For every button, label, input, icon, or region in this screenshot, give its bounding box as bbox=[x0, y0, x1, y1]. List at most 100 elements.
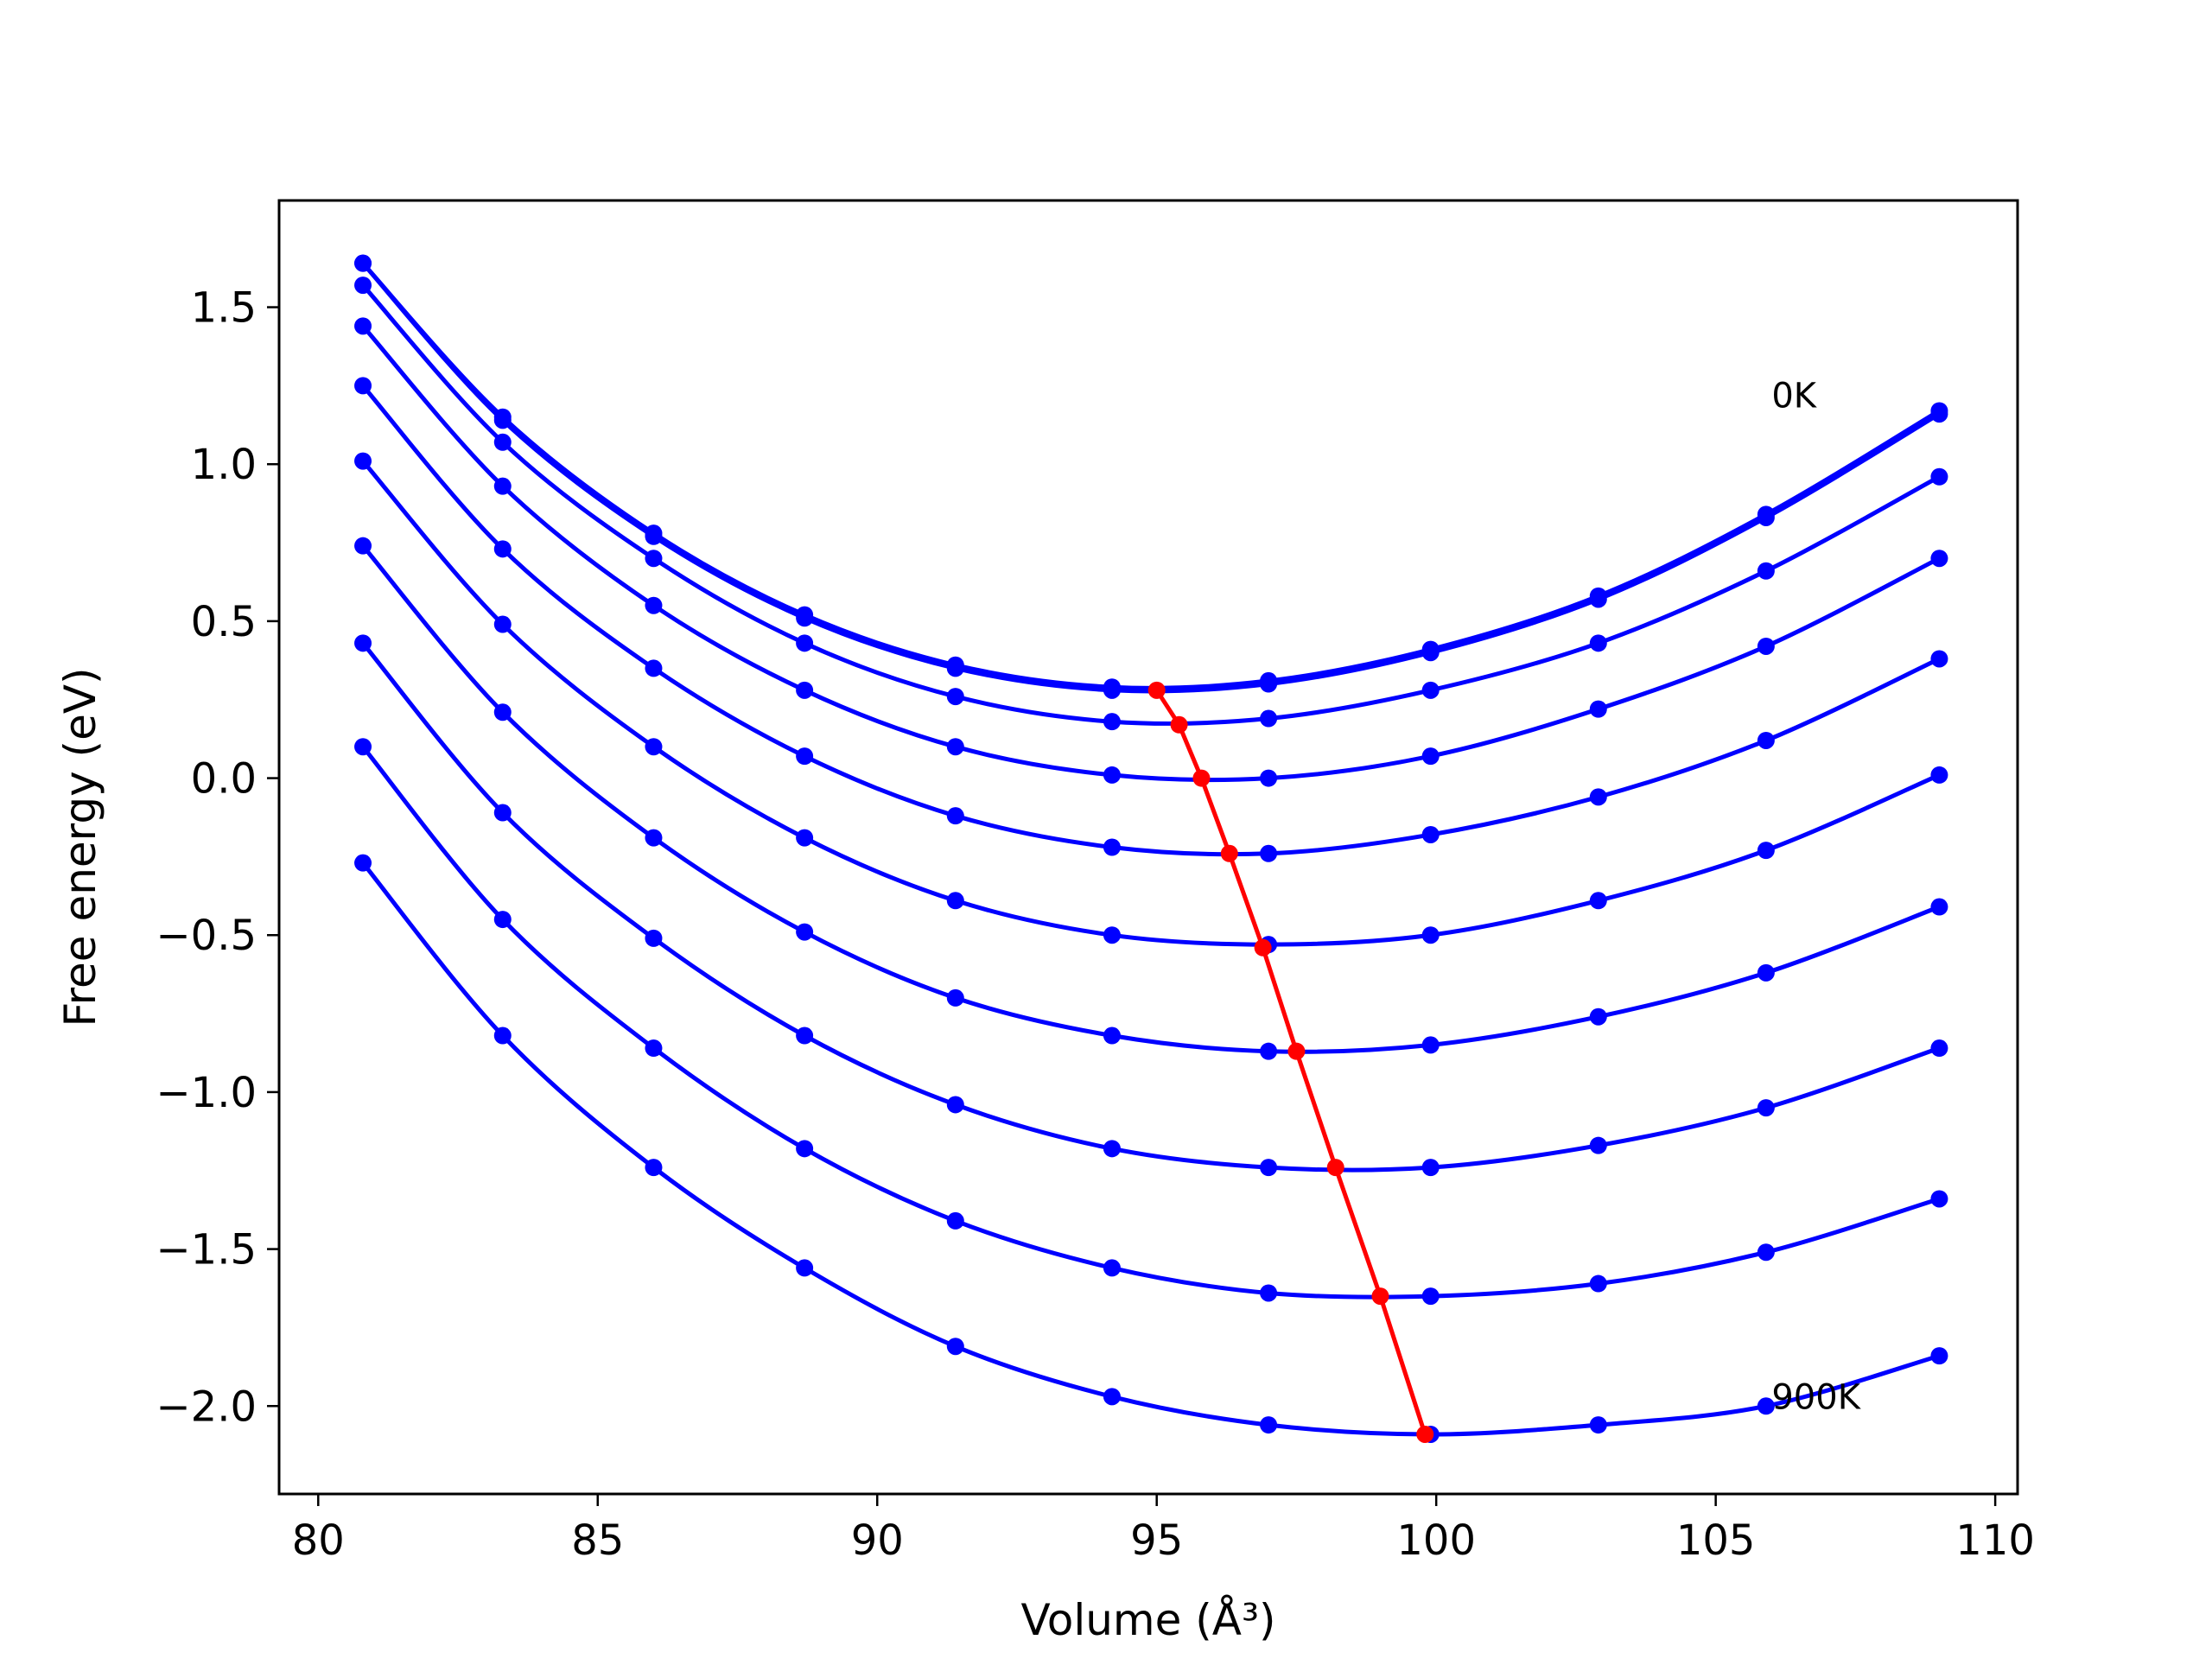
series-2-point-5 bbox=[1103, 713, 1121, 731]
series-8-point-2 bbox=[645, 1039, 663, 1058]
series-1-point-4 bbox=[946, 659, 964, 677]
series-5 bbox=[354, 452, 1948, 954]
series-4-point-1 bbox=[493, 540, 512, 558]
series-6-point-8 bbox=[1589, 1007, 1607, 1026]
series-6-point-10 bbox=[1930, 898, 1948, 916]
series-6-point-1 bbox=[493, 703, 512, 721]
series-7-point-10 bbox=[1930, 1039, 1948, 1058]
y-tick-label-2: −1.0 bbox=[156, 1069, 257, 1117]
series-2-point-2 bbox=[645, 550, 663, 568]
minimum-point-3 bbox=[1220, 844, 1238, 862]
minimum-point-0 bbox=[1147, 681, 1166, 699]
series-3-point-3 bbox=[796, 681, 814, 699]
series-3 bbox=[354, 317, 1948, 787]
x-tick-label-1: 85 bbox=[571, 1516, 624, 1565]
series-7-point-1 bbox=[493, 804, 512, 822]
series-5-point-4 bbox=[946, 892, 964, 910]
minimum-point-6 bbox=[1326, 1159, 1344, 1177]
series-9-point-8 bbox=[1589, 1416, 1607, 1434]
series-9-point-10 bbox=[1930, 1347, 1948, 1365]
series-9-point-9 bbox=[1757, 1397, 1775, 1415]
x-tick-label-2: 90 bbox=[851, 1516, 904, 1565]
series-1 bbox=[354, 254, 1948, 699]
series-4-point-6 bbox=[1260, 844, 1278, 862]
series-4-point-5 bbox=[1103, 838, 1121, 856]
series-2-point-4 bbox=[946, 688, 964, 706]
y-tick-label-5: 0.5 bbox=[191, 598, 257, 646]
series-8-point-1 bbox=[493, 911, 512, 929]
series-1-point-0 bbox=[354, 254, 372, 272]
series-7-point-0 bbox=[354, 634, 372, 652]
minimum-point-8 bbox=[1416, 1425, 1434, 1443]
x-tick-label-0: 80 bbox=[292, 1516, 345, 1565]
y-axis-label: Free energy (eV) bbox=[55, 667, 105, 1027]
series-3-point-5 bbox=[1103, 766, 1121, 784]
series-3-point-4 bbox=[946, 738, 964, 756]
series-3-point-0 bbox=[354, 317, 372, 335]
series-2-point-0 bbox=[354, 276, 372, 295]
series-8-point-9 bbox=[1757, 1243, 1775, 1262]
series-6-point-6 bbox=[1260, 1042, 1278, 1060]
series-4-point-2 bbox=[645, 659, 663, 677]
series-line-9 bbox=[361, 861, 1941, 1437]
annotation-1: 900K bbox=[1771, 1377, 1861, 1417]
series-8-point-0 bbox=[354, 738, 372, 756]
series-9-point-2 bbox=[645, 1159, 663, 1177]
series-6 bbox=[354, 537, 1948, 1060]
series-4-point-3 bbox=[796, 747, 814, 766]
series-3-point-10 bbox=[1930, 550, 1948, 568]
ticks-layer: 80 85 90 95 100 105 110 −2.0 −1.5 −1.0 −0.5 0.0 0.5 1… bbox=[156, 284, 2034, 1565]
series-2-point-9 bbox=[1757, 562, 1775, 580]
series-9-point-5 bbox=[1103, 1388, 1121, 1406]
y-tick-label-4: 0.0 bbox=[191, 755, 257, 804]
series-7-point-8 bbox=[1589, 1136, 1607, 1154]
series-9-point-3 bbox=[796, 1259, 814, 1277]
series-8-point-6 bbox=[1260, 1284, 1278, 1302]
series-8-point-10 bbox=[1930, 1190, 1948, 1208]
x-tick-label-3: 95 bbox=[1130, 1516, 1183, 1565]
series-6-point-2 bbox=[645, 829, 663, 847]
curves-layer bbox=[354, 254, 1948, 1443]
y-tick-label-1: −1.5 bbox=[156, 1226, 257, 1274]
series-1-point-2 bbox=[645, 527, 663, 545]
y-tick-label-7: 1.5 bbox=[191, 284, 257, 333]
series-2-point-8 bbox=[1589, 634, 1607, 652]
series-8-point-7 bbox=[1421, 1287, 1440, 1306]
series-9-point-4 bbox=[946, 1338, 964, 1356]
series-1-point-10 bbox=[1930, 405, 1948, 423]
plot-frame bbox=[277, 199, 2019, 1496]
series-8-point-4 bbox=[946, 1211, 964, 1230]
minimum-point-1 bbox=[1170, 715, 1188, 734]
series-6-point-9 bbox=[1757, 963, 1775, 982]
series-9 bbox=[354, 854, 1948, 1443]
series-4-point-10 bbox=[1930, 650, 1948, 668]
series-4-point-4 bbox=[946, 807, 964, 825]
series-7-point-3 bbox=[796, 1027, 814, 1045]
minimum-point-2 bbox=[1192, 769, 1211, 787]
series-4 bbox=[354, 377, 1948, 862]
series-7-point-6 bbox=[1260, 1159, 1278, 1177]
x-tick-label-4: 100 bbox=[1396, 1516, 1476, 1565]
series-5-point-0 bbox=[354, 452, 372, 470]
x-tick-label-5: 105 bbox=[1676, 1516, 1756, 1565]
series-3-point-9 bbox=[1757, 637, 1775, 655]
y-tick-label-6: 1.0 bbox=[191, 441, 257, 489]
series-5-point-8 bbox=[1589, 892, 1607, 910]
series-8-point-3 bbox=[796, 1140, 814, 1158]
series-3-point-8 bbox=[1589, 700, 1607, 718]
series-6-point-7 bbox=[1421, 1036, 1440, 1054]
series-7-point-2 bbox=[645, 929, 663, 947]
series-2-point-10 bbox=[1930, 467, 1948, 486]
series-3-point-7 bbox=[1421, 747, 1440, 766]
minimum-line-layer bbox=[1147, 681, 1434, 1443]
series-5-point-10 bbox=[1930, 766, 1948, 784]
minimum-point-5 bbox=[1287, 1042, 1306, 1060]
series-5-point-9 bbox=[1757, 842, 1775, 860]
y-tick-label-0: −2.0 bbox=[156, 1382, 257, 1431]
y-tick-label-3: −0.5 bbox=[156, 912, 257, 960]
series-6-point-3 bbox=[796, 923, 814, 941]
series-5-point-5 bbox=[1103, 926, 1121, 944]
series-8-point-5 bbox=[1103, 1259, 1121, 1277]
